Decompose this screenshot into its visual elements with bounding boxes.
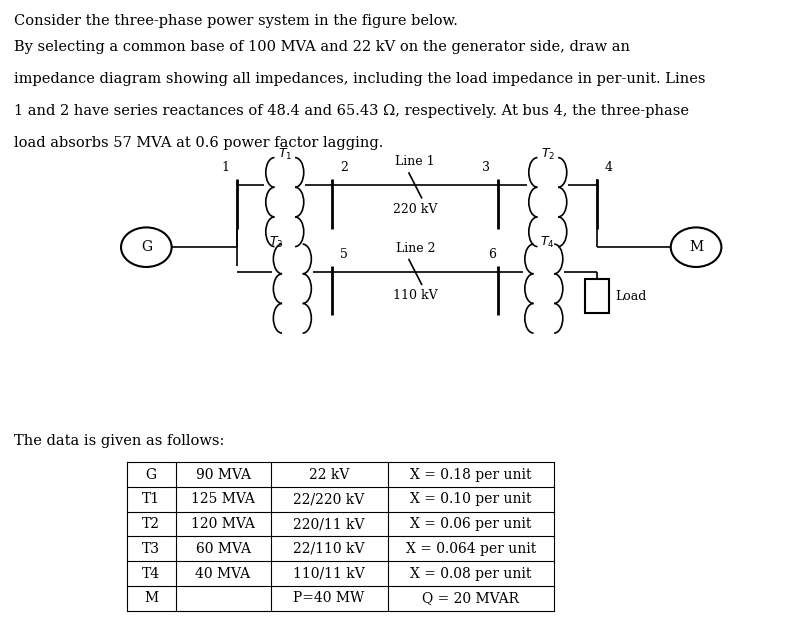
Text: X = 0.08 per unit: X = 0.08 per unit xyxy=(410,567,532,580)
Bar xyxy=(585,279,609,313)
Text: 3: 3 xyxy=(483,161,490,174)
Text: The data is given as follows:: The data is given as follows: xyxy=(14,434,225,448)
Text: 90 MVA: 90 MVA xyxy=(195,468,251,481)
Text: 40 MVA: 40 MVA xyxy=(195,567,251,580)
Text: 22 kV: 22 kV xyxy=(308,468,350,481)
Text: Line 2: Line 2 xyxy=(396,242,435,255)
Text: 220/11 kV: 220/11 kV xyxy=(293,517,365,531)
Text: $T_4$: $T_4$ xyxy=(540,235,555,250)
Text: 4: 4 xyxy=(605,161,613,174)
Text: impedance diagram showing all impedances, including the load impedance in per-un: impedance diagram showing all impedances… xyxy=(14,72,706,86)
Text: $T_1$: $T_1$ xyxy=(278,147,292,162)
Text: 220 kV: 220 kV xyxy=(393,203,437,216)
Text: 22/220 kV: 22/220 kV xyxy=(293,493,365,506)
Text: 120 MVA: 120 MVA xyxy=(191,517,255,531)
Text: X = 0.18 per unit: X = 0.18 per unit xyxy=(410,468,532,481)
Text: 22/110 kV: 22/110 kV xyxy=(293,542,365,556)
Text: T2: T2 xyxy=(142,517,160,531)
Text: G: G xyxy=(141,240,152,254)
Text: Q = 20 MVAR: Q = 20 MVAR xyxy=(422,591,519,605)
Text: 110 kV: 110 kV xyxy=(393,289,437,302)
Text: 1: 1 xyxy=(221,161,229,174)
Text: 5: 5 xyxy=(340,248,348,261)
Text: T1: T1 xyxy=(142,493,160,506)
Text: 2: 2 xyxy=(340,161,348,174)
Text: X = 0.06 per unit: X = 0.06 per unit xyxy=(410,517,532,531)
Text: Line 1: Line 1 xyxy=(396,155,435,168)
Text: G: G xyxy=(146,468,157,481)
Text: load absorbs 57 MVA at 0.6 power factor lagging.: load absorbs 57 MVA at 0.6 power factor … xyxy=(14,136,384,150)
Text: T3: T3 xyxy=(142,542,160,556)
Text: 110/11 kV: 110/11 kV xyxy=(293,567,365,580)
Text: 6: 6 xyxy=(488,248,497,261)
Text: $T_2$: $T_2$ xyxy=(540,147,555,162)
Text: M: M xyxy=(144,591,158,605)
Text: T4: T4 xyxy=(142,567,160,580)
Text: X = 0.064 per unit: X = 0.064 per unit xyxy=(406,542,536,556)
Text: By selecting a common base of 100 MVA and 22 kV on the generator side, draw an: By selecting a common base of 100 MVA an… xyxy=(14,40,630,54)
Text: Consider the three-phase power system in the figure below.: Consider the three-phase power system in… xyxy=(14,14,458,28)
Text: $T_3$: $T_3$ xyxy=(269,235,284,250)
Text: X = 0.10 per unit: X = 0.10 per unit xyxy=(410,493,532,506)
Text: 125 MVA: 125 MVA xyxy=(191,493,255,506)
Text: M: M xyxy=(689,240,703,254)
Text: P=40 MW: P=40 MW xyxy=(293,591,365,605)
Text: 1 and 2 have series reactances of 48.4 and 65.43 Ω, respectively. At bus 4, the : 1 and 2 have series reactances of 48.4 a… xyxy=(14,104,689,118)
Text: Load: Load xyxy=(615,290,647,303)
Text: 60 MVA: 60 MVA xyxy=(195,542,251,556)
